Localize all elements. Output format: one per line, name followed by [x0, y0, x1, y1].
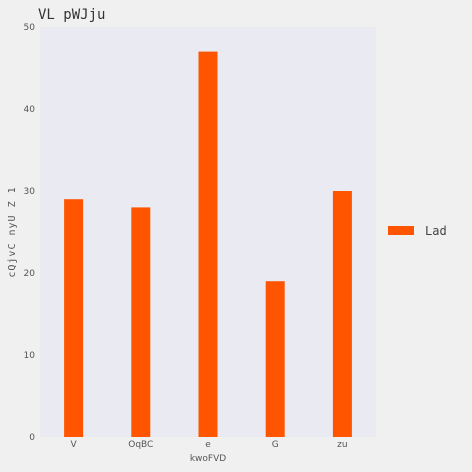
bar — [64, 199, 83, 437]
y-tick-label: 50 — [24, 23, 36, 33]
x-tick-label: zu — [337, 440, 347, 450]
bar — [199, 52, 218, 437]
x-tick-label: OqBC — [128, 440, 153, 450]
chart-title: VL pWJju — [38, 7, 105, 23]
legend-swatch — [388, 226, 414, 235]
bar — [266, 281, 285, 437]
legend: Lad — [388, 224, 447, 238]
y-tick-label: 30 — [24, 187, 36, 197]
y-axis-ticks: 0 10 20 30 40 50 — [24, 23, 36, 443]
y-tick-label: 0 — [29, 433, 35, 443]
bar — [333, 191, 352, 437]
x-axis-label: kwoFVD — [190, 454, 226, 464]
bar — [131, 207, 150, 437]
x-tick-label: V — [71, 440, 78, 450]
y-tick-label: 40 — [24, 105, 36, 115]
legend-label: Lad — [425, 224, 447, 238]
y-axis-label: cQjvC nyU Z 1 — [7, 186, 18, 277]
y-tick-label: 20 — [24, 269, 36, 279]
y-tick-label: 10 — [24, 351, 36, 361]
x-tick-label: G — [272, 440, 279, 450]
x-tick-label: e — [205, 440, 211, 450]
